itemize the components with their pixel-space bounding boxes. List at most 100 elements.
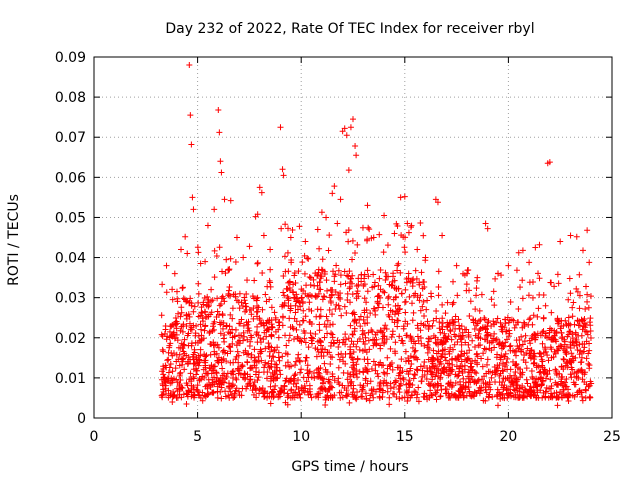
data-point — [401, 193, 408, 200]
data-point — [258, 348, 265, 355]
data-point — [572, 331, 579, 338]
data-point — [578, 367, 585, 374]
data-point — [301, 329, 308, 336]
data-point — [537, 368, 544, 375]
y-tick-label: 0 — [77, 411, 86, 427]
data-point — [395, 260, 402, 267]
data-point — [513, 352, 520, 359]
data-point — [472, 378, 479, 385]
data-point — [176, 370, 183, 377]
data-point — [181, 366, 188, 373]
data-point — [288, 257, 295, 264]
data-point — [211, 206, 218, 213]
data-point — [361, 275, 368, 282]
data-point — [216, 129, 223, 136]
data-point — [414, 322, 421, 329]
data-point — [286, 315, 293, 322]
data-point — [536, 241, 543, 248]
data-point — [321, 293, 328, 300]
data-point — [442, 334, 449, 341]
data-point — [292, 302, 299, 309]
data-point — [385, 311, 392, 318]
data-point — [382, 269, 389, 276]
data-point — [392, 339, 399, 346]
data-point — [418, 340, 425, 347]
data-point — [382, 322, 389, 329]
data-point — [515, 394, 522, 401]
data-point — [493, 354, 500, 361]
data-point — [376, 394, 383, 401]
data-point — [451, 341, 458, 348]
data-point — [178, 394, 185, 401]
data-point — [188, 340, 195, 347]
data-point — [541, 366, 548, 373]
data-point — [187, 370, 194, 377]
data-point — [180, 295, 187, 302]
data-point — [321, 360, 328, 367]
data-point — [579, 247, 586, 254]
data-point — [462, 339, 469, 346]
data-point — [427, 290, 434, 297]
y-tick-label: 0.08 — [55, 90, 86, 106]
data-point — [188, 382, 195, 389]
data-point — [288, 363, 295, 370]
data-point — [314, 346, 321, 353]
data-point — [322, 401, 329, 408]
data-point — [573, 342, 580, 349]
data-point — [375, 373, 382, 380]
data-point — [425, 326, 432, 333]
data-point — [314, 272, 321, 279]
data-point — [494, 402, 501, 409]
data-point — [583, 355, 590, 362]
data-point — [535, 270, 542, 277]
data-point — [182, 233, 189, 240]
data-point — [279, 322, 286, 329]
data-point — [221, 196, 228, 203]
data-point — [345, 335, 352, 342]
data-point — [502, 320, 509, 327]
data-point — [429, 376, 436, 383]
data-point — [415, 337, 422, 344]
data-point — [231, 390, 238, 397]
data-point — [272, 382, 279, 389]
data-point — [424, 297, 431, 304]
data-point — [380, 288, 387, 295]
data-point — [402, 309, 409, 316]
data-point — [229, 374, 236, 381]
data-point — [583, 321, 590, 328]
data-point — [544, 371, 551, 378]
data-point — [358, 388, 365, 395]
data-point — [508, 379, 515, 386]
data-point — [526, 316, 533, 323]
data-point — [173, 325, 180, 332]
data-point — [495, 270, 502, 277]
data-point — [302, 313, 309, 320]
data-point — [238, 363, 245, 370]
data-point — [183, 380, 190, 387]
data-point — [222, 393, 229, 400]
data-point — [399, 368, 406, 375]
data-point — [477, 316, 484, 323]
data-point — [530, 384, 537, 391]
data-point — [240, 374, 247, 381]
data-point — [285, 297, 292, 304]
data-point — [425, 380, 432, 387]
data-point — [284, 294, 291, 301]
data-point — [547, 385, 554, 392]
data-point — [237, 320, 244, 327]
data-point — [395, 317, 402, 324]
data-point — [324, 349, 331, 356]
y-tick-label: 0.09 — [55, 50, 86, 66]
data-point — [251, 362, 258, 369]
data-point — [305, 306, 312, 313]
data-point — [247, 338, 254, 345]
data-point — [474, 353, 481, 360]
data-point — [177, 327, 184, 334]
data-point — [281, 292, 288, 299]
data-point — [297, 369, 304, 376]
data-point — [568, 350, 575, 357]
data-point — [483, 370, 490, 377]
data-point — [364, 367, 371, 374]
data-point — [296, 223, 303, 230]
data-point — [356, 368, 363, 375]
